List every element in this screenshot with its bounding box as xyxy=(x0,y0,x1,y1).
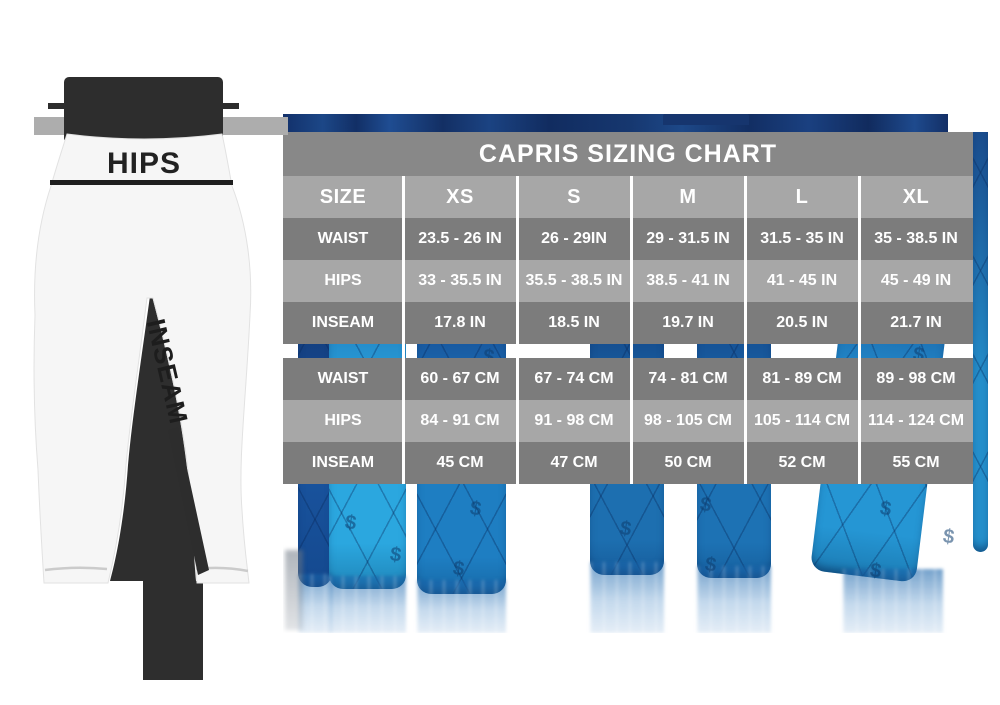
leggings-leg xyxy=(973,132,988,552)
dollar-pattern-glyph: $ xyxy=(941,525,956,549)
table-cell: 91 - 98 CM xyxy=(534,412,614,429)
table-cell: 114 - 124 CM xyxy=(867,412,965,429)
row-label: WAIST xyxy=(317,370,369,387)
row-label: WAIST xyxy=(317,230,369,247)
table-cell: 41 - 45 IN xyxy=(766,272,838,289)
waist-tick-right xyxy=(221,103,239,109)
table-cell: 45 - 49 IN xyxy=(880,272,952,289)
table-cell: 23.5 - 26 IN xyxy=(418,230,502,247)
column-header: L xyxy=(795,185,809,208)
table-row-hips-cm: HIPS 84 - 91 CM 91 - 98 CM 98 - 105 CM 1… xyxy=(283,400,973,442)
table-cell: 21.7 IN xyxy=(890,314,942,331)
leg-reflection xyxy=(843,569,943,633)
sizing-table: CAPRIS SIZING CHART SIZE XS S M L XL WAI… xyxy=(283,132,973,484)
row-label: INSEAM xyxy=(311,454,375,471)
floor-shadow xyxy=(285,550,303,630)
column-divider xyxy=(402,176,405,484)
table-cell: 60 - 67 CM xyxy=(420,370,500,387)
waist-tick-left xyxy=(48,103,66,109)
hips-label: HIPS xyxy=(106,147,182,180)
table-cell: 45 CM xyxy=(436,454,484,471)
hips-measure-line xyxy=(50,180,233,185)
leggings-waistband-bump xyxy=(663,114,749,125)
column-divider xyxy=(858,176,861,484)
table-cell: 47 CM xyxy=(550,454,598,471)
table-cell: 26 - 29IN xyxy=(541,230,607,247)
table-row-inseam-cm: INSEAM 45 CM 47 CM 50 CM 52 CM 55 CM xyxy=(283,442,973,484)
table-cell: 84 - 91 CM xyxy=(420,412,500,429)
leg-reflection xyxy=(697,566,771,633)
table-cell: 38.5 - 41 IN xyxy=(646,272,730,289)
table-header-row: SIZE XS S M L XL xyxy=(283,176,973,218)
table-cell: 67 - 74 CM xyxy=(534,370,614,387)
leg-reflection xyxy=(329,576,406,633)
capri-leggings-illustration xyxy=(33,77,288,680)
column-header: S xyxy=(567,185,581,208)
torso-silhouette xyxy=(64,77,223,143)
table-row-inseam-in: INSEAM 17.8 IN 18.5 IN 19.7 IN 20.5 IN 2… xyxy=(283,302,973,344)
table-cell: 20.5 IN xyxy=(776,314,828,331)
table-cell: 29 - 31.5 IN xyxy=(646,230,730,247)
table-cell: 17.8 IN xyxy=(434,314,486,331)
leg-reflection xyxy=(417,580,506,633)
table-cell: 35.5 - 38.5 IN xyxy=(525,272,623,289)
table-title: CAPRIS SIZING CHART xyxy=(283,132,973,176)
table-row-waist-cm: WAIST 60 - 67 CM 67 - 74 CM 74 - 81 CM 8… xyxy=(283,358,973,400)
table-cell: 19.7 IN xyxy=(662,314,714,331)
column-header: M xyxy=(679,185,697,208)
column-header: XS xyxy=(446,185,474,208)
table-row-hips-in: HIPS 33 - 35.5 IN 35.5 - 38.5 IN 38.5 - … xyxy=(283,260,973,302)
leg-reflection xyxy=(298,574,332,633)
column-header: SIZE xyxy=(319,185,367,208)
table-cell: 33 - 35.5 IN xyxy=(418,272,502,289)
table-cell: 105 - 114 CM xyxy=(753,412,851,429)
table-cell: 81 - 89 CM xyxy=(762,370,842,387)
row-label: HIPS xyxy=(324,412,362,429)
table-cell: 35 - 38.5 IN xyxy=(874,230,958,247)
table-cell: 74 - 81 CM xyxy=(648,370,728,387)
table-cell: 55 CM xyxy=(892,454,940,471)
section-gap xyxy=(283,344,973,358)
inseam-bar xyxy=(110,296,203,680)
column-divider xyxy=(744,176,747,484)
measurement-figure: HIPS INSEAM xyxy=(0,0,290,700)
leg-reflection xyxy=(590,562,664,633)
inseam-guide-stripe xyxy=(168,427,209,575)
column-header: XL xyxy=(902,185,930,208)
leggings-waistband-strip xyxy=(283,114,948,134)
row-label: INSEAM xyxy=(311,314,375,331)
table-cell: 52 CM xyxy=(778,454,826,471)
table-cell: 89 - 98 CM xyxy=(876,370,956,387)
table-cell: 18.5 IN xyxy=(548,314,600,331)
table-row-waist-in: WAIST 23.5 - 26 IN 26 - 29IN 29 - 31.5 I… xyxy=(283,218,973,260)
white-leggings xyxy=(33,133,252,584)
table-cell: 98 - 105 CM xyxy=(643,412,733,429)
table-cell: 50 CM xyxy=(664,454,712,471)
left-cuff-hem xyxy=(44,566,108,572)
table-cell: 31.5 - 35 IN xyxy=(760,230,844,247)
column-divider xyxy=(516,176,519,484)
row-label: HIPS xyxy=(324,272,362,289)
column-divider xyxy=(630,176,633,484)
